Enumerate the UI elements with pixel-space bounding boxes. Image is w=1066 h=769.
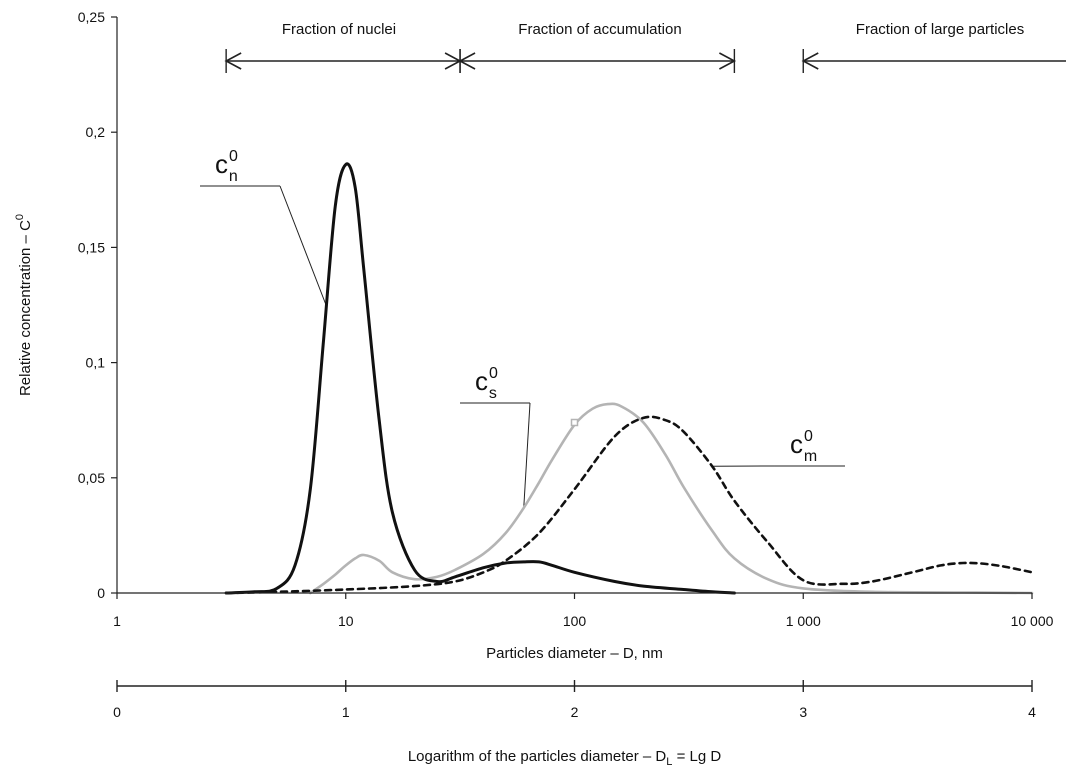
x-tick-label: 1 [113,613,121,629]
curve-label-sub: m [804,448,817,465]
curve-label-sub: n [229,168,238,185]
series-line-c0n [224,162,736,595]
curve-label-sup: 0 [489,365,498,382]
curve-label-sup: 0 [229,148,238,165]
secondary-tick-label: 2 [571,704,579,720]
fraction-label: Fraction of nuclei [282,21,396,38]
y-tick-label: 0,1 [86,355,106,371]
curve-label-sup: 0 [804,428,813,445]
secondary-tick-label: 1 [342,704,350,720]
secondary-tick-label: 3 [799,704,807,720]
fraction-label: Fraction of large particles [856,21,1024,38]
curve-callouts: c0 nc0 sc0 m [200,148,845,508]
y-tick-label: 0,05 [78,470,105,486]
x-tick-label: 10 [338,613,354,629]
fraction-label: Fraction of accumulation [518,21,681,38]
y-axis-title-sup: 0 [14,214,26,220]
curve-label-base: c [790,429,803,459]
secondary-axis-title-text: Logarithm of the particles diameter – D [408,748,667,765]
y-axis-title-text: Relative concentration – C [17,220,34,396]
y-tick-label: 0 [97,585,105,601]
curve-label-base: c [215,149,228,179]
secondary-axis-title-tail: = Lg D [672,748,721,765]
fraction-arrow-head-right [719,52,737,70]
y-tick-label: 0,15 [78,239,105,255]
y-tick-label: 0,25 [78,9,105,25]
x-tick-label: 1 000 [786,613,821,629]
x-tick-label: 100 [563,613,587,629]
fraction-arrow-head-left [801,52,819,70]
secondary-axis-title-sub: L [666,756,672,768]
curve-label-c0s: c0 s [475,365,498,402]
secondary-axis: 0 1 2 3 4 Logarithm of the particles diameter… [113,680,1036,768]
y-tick-label: 0,2 [86,124,106,140]
fraction-arrow-head-left [458,52,476,70]
secondary-tick-label: 4 [1028,704,1036,720]
secondary-axis-title: Logarithm of the particles diameter – DL… [408,748,722,768]
secondary-tick-label: 0 [113,704,121,720]
curve-label-c0n: c0 n [215,148,238,185]
curve-label-base: c [475,366,488,396]
x-tick-label: 10 000 [1011,613,1054,629]
series-layer [224,162,1034,595]
curve-label-c0m: c0 m [790,428,817,465]
curve-label-sub: s [489,385,497,402]
x-axis-title: Particles diameter – D, nm [486,645,663,662]
series-line-c0s [309,402,1034,595]
fraction-annotations: Fraction of nuclei Fraction of accumulati… [224,21,1066,73]
y-axis-title: Relative concentration – C0 [14,214,34,396]
series-line-c0m [224,415,1034,595]
fraction-arrow-head-left [224,52,242,70]
callout-leader [523,402,531,508]
callout-leader [279,185,327,306]
axes-layer: 0 0,05 0,1 0,15 0,2 0,25 1 10 100 1 000 10 000 Part… [14,9,1054,662]
series-marker-c0s [570,418,579,427]
